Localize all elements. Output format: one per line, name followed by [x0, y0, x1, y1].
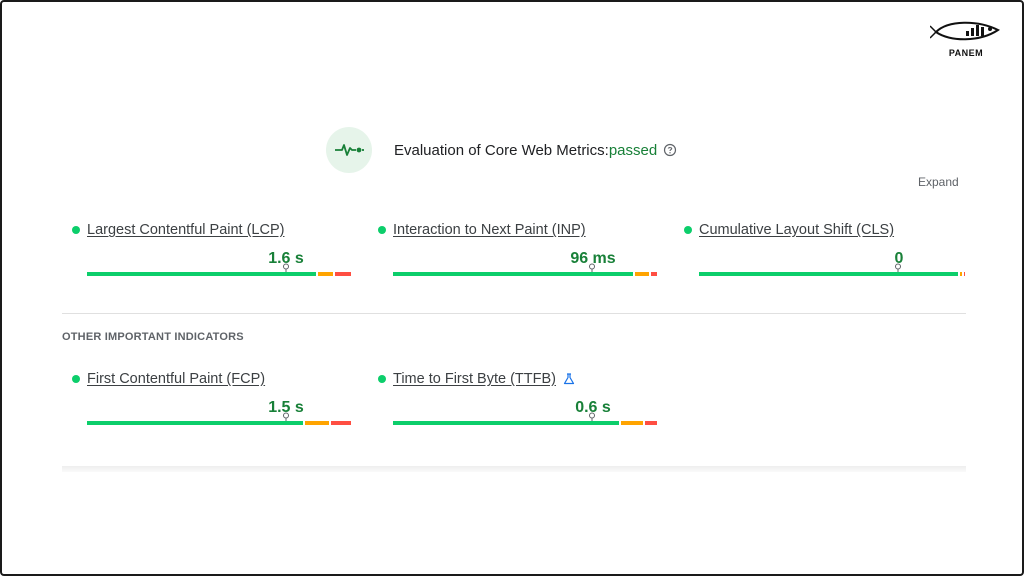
- evaluation-header: Evaluation of Core Web Metrics: passed: [326, 126, 677, 174]
- metric-value-ttfb: 0.6 s: [575, 399, 611, 416]
- fish-logo-icon: [929, 21, 1000, 41]
- metric-label-lcp[interactable]: Largest Contentful Paint (LCP): [87, 222, 285, 238]
- metric-inp: Interaction to Next Paint (INP) 96 ms: [368, 220, 657, 276]
- metric-fcp: First Contentful Paint (FCP) 1.5 s: [62, 369, 351, 425]
- section-title: OTHER IMPORTANT INDICATORS: [62, 331, 244, 343]
- metric-cls: Cumulative Layout Shift (CLS) 0: [674, 220, 965, 276]
- status-dot: [72, 375, 80, 383]
- metric-lcp: Largest Contentful Paint (LCP) 1.6 s: [62, 220, 351, 276]
- distribution-bar: [393, 421, 657, 425]
- logo-text: PANEM: [948, 48, 984, 58]
- metric-label-fcp[interactable]: First Contentful Paint (FCP): [87, 371, 266, 387]
- marker-icon: [283, 412, 289, 424]
- distribution-bar: [87, 421, 351, 425]
- pulse-icon: [326, 127, 372, 173]
- metric-value-fcp: 1.5 s: [268, 399, 304, 416]
- metric-value-lcp: 1.6 s: [268, 250, 304, 267]
- section-divider: [62, 313, 966, 314]
- status-dot: [72, 226, 80, 234]
- lab-flask-icon: [563, 373, 575, 385]
- marker-icon: [589, 412, 595, 424]
- metric-value-inp: 96 ms: [570, 250, 616, 267]
- status-dot: [684, 226, 692, 234]
- panel-bottom-edge: [62, 466, 966, 472]
- distribution-bar: [699, 272, 965, 276]
- metric-label-inp[interactable]: Interaction to Next Paint (INP): [393, 222, 586, 238]
- distribution-bar: [87, 272, 351, 276]
- panem-logo: PANEM: [929, 18, 1002, 60]
- evaluation-status: passed: [608, 141, 658, 159]
- help-circle-icon[interactable]: [663, 143, 677, 157]
- status-dot: [378, 226, 386, 234]
- metric-label-cls[interactable]: Cumulative Layout Shift (CLS): [699, 222, 895, 238]
- metric-label-ttfb[interactable]: Time to First Byte (TTFB): [393, 371, 556, 387]
- expand-button[interactable]: Expand: [918, 175, 959, 189]
- metric-ttfb: Time to First Byte (TTFB) 0.6 s: [368, 369, 657, 425]
- status-dot: [378, 375, 386, 383]
- metric-value-cls: 0: [894, 250, 904, 267]
- distribution-bar: [393, 272, 657, 276]
- evaluation-title: Evaluation of Core Web Metrics:: [394, 141, 609, 159]
